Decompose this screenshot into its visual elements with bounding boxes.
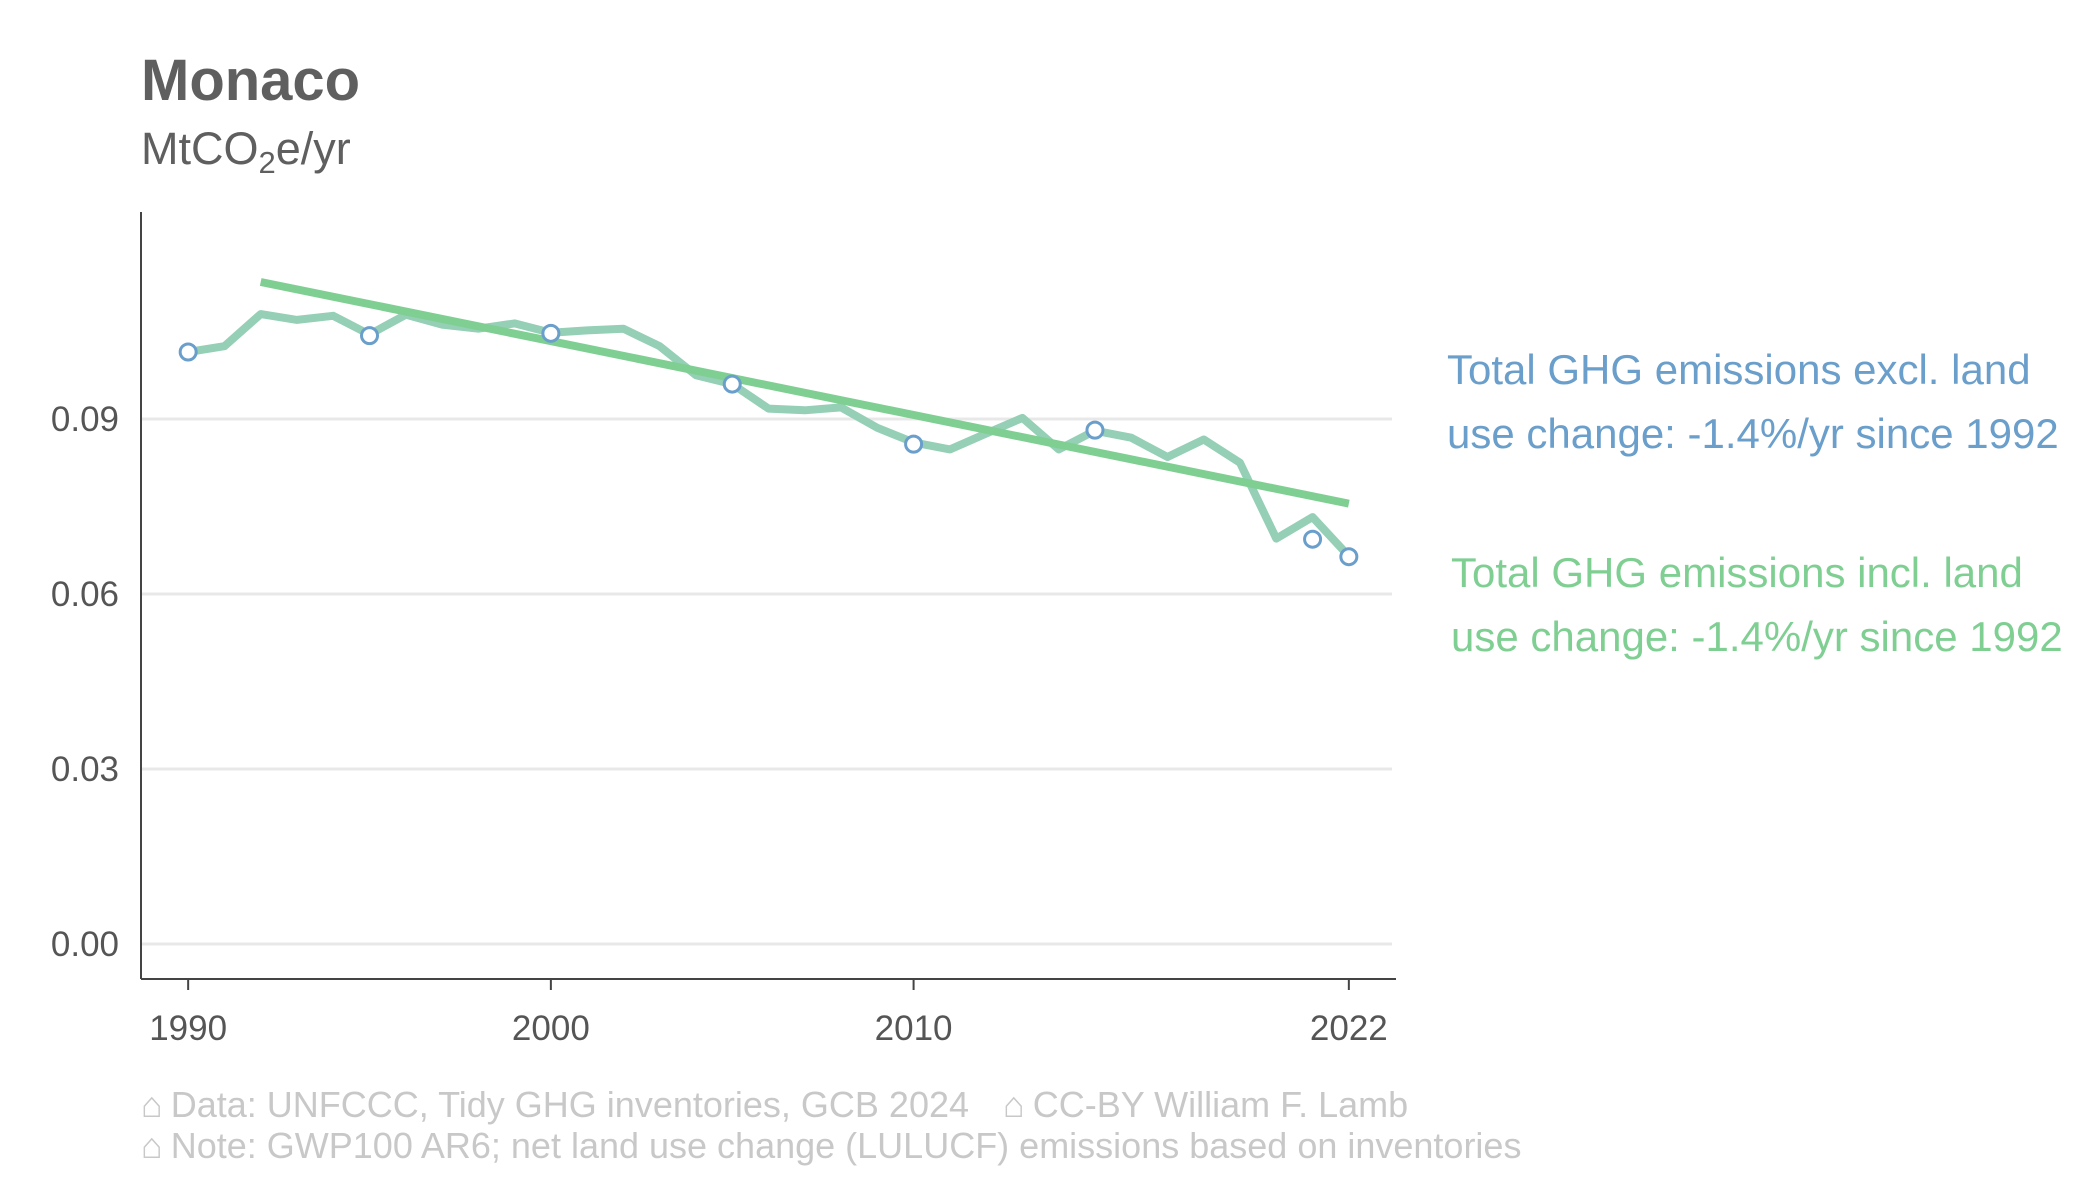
- x-tick-label: 1990: [149, 1009, 227, 1048]
- series-points: [178, 323, 1359, 567]
- x-tick-label: 2022: [1310, 1009, 1388, 1048]
- label-incl-land-use: Total GHG emissions incl. land use chang…: [1451, 549, 2063, 660]
- trend-line: [259, 278, 1350, 508]
- data-point-excl-land-use: [541, 323, 561, 343]
- data-point-excl-land-use: [904, 434, 924, 454]
- label-excl-land-use: Total GHG emissions excl. land use chang…: [1447, 346, 2059, 457]
- data-point-excl-land-use: [722, 374, 742, 394]
- house-icon: ⌂: [141, 1084, 163, 1125]
- tick-labels: 0.00 0.03 0.06 0.09 1990 2000 2010 2022: [51, 400, 1388, 1048]
- footer-source-line: ⌂ Data: UNFCCC, Tidy GHG inventories, GCB…: [141, 1084, 1408, 1126]
- house-icon: ⌂: [1003, 1084, 1025, 1125]
- data-point-excl-land-use: [1085, 420, 1105, 440]
- data-point-excl-land-use: [1339, 547, 1359, 567]
- footer-license: CC-BY William F. Lamb: [1032, 1084, 1409, 1125]
- series-line-incl-land-use: [184, 310, 1353, 561]
- y-tick-label: 0.09: [51, 400, 119, 439]
- footer-note: Note: GWP100 AR6; net land use change (L…: [170, 1125, 1522, 1166]
- chart-title: Monaco: [141, 48, 361, 113]
- y-tick-label: 0.00: [51, 925, 119, 964]
- axes: [140, 212, 1396, 990]
- data-point-excl-land-use: [360, 326, 380, 346]
- footer-note-line: ⌂ Note: GWP100 AR6; net land use change (…: [141, 1125, 1521, 1167]
- data-point-excl-land-use: [1303, 529, 1323, 549]
- house-icon: ⌂: [141, 1125, 163, 1166]
- footer-data-source: Data: UNFCCC, Tidy GHG inventories, GCB …: [170, 1084, 970, 1125]
- data-point-excl-land-use: [178, 342, 198, 362]
- series-lines: [184, 278, 1353, 561]
- x-tick-label: 2000: [512, 1009, 590, 1048]
- gridlines: [141, 417, 1392, 946]
- x-tick-label: 2010: [875, 1009, 953, 1048]
- y-tick-label: 0.06: [51, 575, 119, 614]
- chart-unit: MtCO2e/yr: [141, 123, 351, 180]
- y-tick-label: 0.03: [51, 750, 119, 789]
